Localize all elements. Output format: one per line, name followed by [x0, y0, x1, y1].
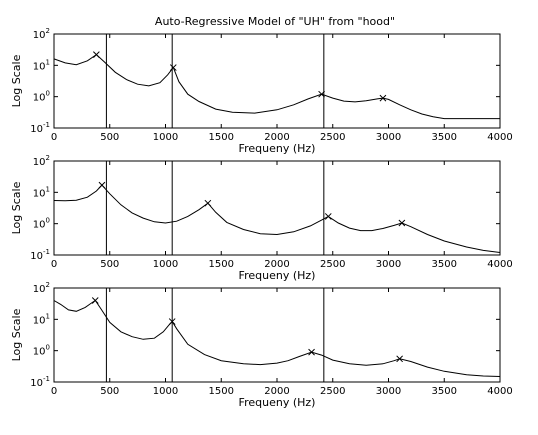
x-tick-label: 1500 — [209, 386, 234, 397]
x-tick-label: 1000 — [153, 259, 178, 270]
x-tick-label: 0 — [51, 132, 57, 143]
y-tick-label: 102 — [33, 27, 50, 41]
y-axis-label: Log Scale — [10, 54, 23, 107]
axes-frame — [53, 287, 501, 383]
axes-frame — [53, 160, 501, 256]
x-axis-label: Frequeny (Hz) — [239, 396, 316, 409]
peak-marker — [204, 199, 212, 207]
peak-marker-stroke — [91, 297, 99, 304]
x-tick-label: 0 — [51, 259, 57, 270]
x-tick-label: 2000 — [264, 132, 289, 143]
x-tick-label: 3000 — [376, 386, 401, 397]
x-tick-label: 2500 — [320, 259, 345, 270]
peak-marker — [324, 213, 332, 220]
plot-content: 0 500 1000 1500 2000 2500 3000 3500 4000 10-1 100 1… — [30, 27, 512, 143]
spectrum-line — [53, 299, 501, 377]
peak-marker-stroke — [396, 355, 404, 363]
peak-marker-stroke — [169, 64, 177, 71]
x-tick-label: 4000 — [487, 259, 512, 270]
axes-frame — [53, 33, 501, 129]
x-axis-label: Frequeny (Hz) — [239, 142, 316, 155]
figure-title: Auto-Regressive Model of "UH" from "hood… — [155, 15, 395, 28]
peak-marker-stroke — [318, 90, 325, 98]
x-tick-label: 500 — [100, 259, 119, 270]
peak-marker-stroke — [379, 94, 387, 102]
x-tick-label: 2500 — [320, 386, 345, 397]
spectrum-line — [53, 184, 501, 253]
x-tick-label: 3500 — [432, 386, 457, 397]
y-tick-label: 100 — [33, 90, 50, 104]
y-tick-label: 100 — [33, 217, 50, 231]
peak-marker-stroke — [324, 213, 332, 220]
x-tick-label: 2000 — [264, 386, 289, 397]
peak-marker — [308, 348, 315, 356]
x-tick-label: 3500 — [432, 259, 457, 270]
subplot-1: 0 500 1000 1500 2000 2500 3000 3500 4000 10-1 100 1… — [10, 27, 513, 155]
y-tick-label: 102 — [33, 154, 50, 168]
peak-marker — [169, 64, 177, 71]
peak-marker-stroke — [168, 318, 176, 325]
y-tick-label: 101 — [33, 312, 50, 326]
peak-marker-stroke — [398, 219, 406, 227]
y-tick-label: 100 — [33, 344, 50, 358]
subplot-2: 0 500 1000 1500 2000 2500 3000 3500 4000 10-1 100 1… — [10, 154, 513, 282]
x-tick-label: 0 — [51, 386, 57, 397]
peak-marker-stroke — [308, 348, 315, 356]
x-tick-label: 4000 — [487, 386, 512, 397]
peak-marker — [91, 297, 99, 304]
x-tick-label: 3500 — [432, 132, 457, 143]
x-tick-label: 1000 — [153, 132, 178, 143]
x-tick-label: 1500 — [209, 132, 234, 143]
peak-marker-stroke — [98, 181, 106, 189]
peak-marker-stroke — [204, 199, 212, 207]
x-tick-label: 1000 — [153, 386, 178, 397]
subplot-3: 0 500 1000 1500 2000 2500 3000 3500 4000 10-1 100 1… — [10, 281, 513, 409]
y-tick-label: 102 — [33, 281, 50, 295]
peak-marker — [168, 318, 176, 325]
y-tick-label: 101 — [33, 58, 50, 72]
peak-marker-stroke — [93, 51, 100, 58]
peak-marker — [396, 355, 404, 363]
x-tick-label: 4000 — [487, 132, 512, 143]
y-tick-label: 10-1 — [30, 375, 50, 389]
y-axis-label: Log Scale — [10, 181, 23, 234]
x-tick-label: 2000 — [264, 259, 289, 270]
plot-content: 0 500 1000 1500 2000 2500 3000 3500 4000 10-1 100 1… — [30, 154, 512, 270]
x-tick-label: 500 — [100, 132, 119, 143]
spectrum-line — [53, 53, 500, 120]
x-tick-label: 3000 — [376, 259, 401, 270]
x-axis-label: Frequeny (Hz) — [239, 269, 316, 282]
y-axis-label: Log Scale — [10, 308, 23, 361]
y-tick-label: 10-1 — [30, 121, 50, 135]
y-tick-label: 10-1 — [30, 248, 50, 262]
peak-marker — [379, 94, 387, 102]
y-tick-label: 101 — [33, 185, 50, 199]
x-tick-label: 1500 — [209, 259, 234, 270]
plot-content: 0 500 1000 1500 2000 2500 3000 3500 4000 10-1 100 1… — [30, 281, 512, 397]
peak-marker — [398, 219, 406, 227]
x-tick-label: 500 — [100, 386, 119, 397]
x-tick-label: 2500 — [320, 132, 345, 143]
x-tick-label: 3000 — [376, 132, 401, 143]
peak-marker — [93, 51, 100, 58]
peak-marker — [98, 181, 106, 189]
peak-marker — [318, 90, 325, 98]
